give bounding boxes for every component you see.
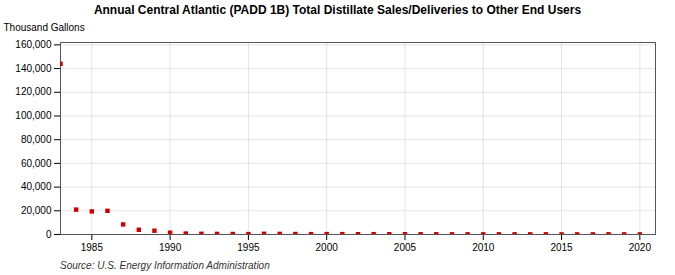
svg-text:20,000: 20,000 (21, 205, 52, 216)
html-text:Source: U.S. Energy Informatio: Source: U.S. Energy Information Administ… (60, 260, 270, 271)
svg-text:2015: 2015 (550, 242, 573, 253)
svg-text:160,000: 160,000 (15, 39, 52, 50)
svg-text:2020: 2020 (629, 242, 652, 253)
svg-text:80,000: 80,000 (21, 134, 52, 145)
svg-text:2000: 2000 (316, 242, 339, 253)
svg-text:2010: 2010 (472, 242, 495, 253)
html-text:Annual Central Atlantic (PADD: Annual Central Atlantic (PADD 1B) Total … (93, 3, 582, 17)
svg-text:100,000: 100,000 (15, 110, 52, 121)
svg-text:60,000: 60,000 (21, 158, 52, 169)
svg-text:0: 0 (46, 229, 52, 240)
svg-text:1990: 1990 (159, 242, 182, 253)
svg-text:140,000: 140,000 (15, 63, 52, 74)
svg-text:40,000: 40,000 (21, 181, 52, 192)
svg-text:1985: 1985 (81, 242, 104, 253)
svg-text:120,000: 120,000 (15, 86, 52, 97)
svg-text:2005: 2005 (394, 242, 417, 253)
svg-text:Thousand Gallons: Thousand Gallons (4, 22, 85, 33)
svg-text:1995: 1995 (237, 242, 260, 253)
